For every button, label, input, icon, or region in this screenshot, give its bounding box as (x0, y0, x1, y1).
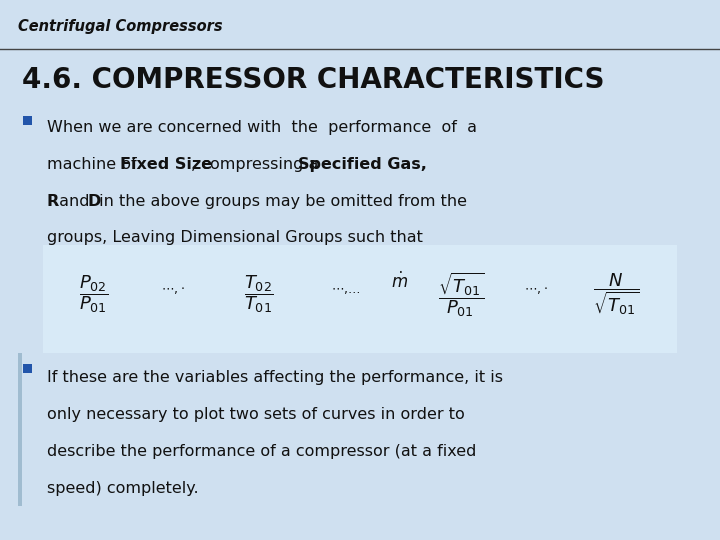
Text: $\dfrac{\sqrt{T_{01}}}{P_{01}}$: $\dfrac{\sqrt{T_{01}}}{P_{01}}$ (438, 270, 484, 319)
Text: $\dfrac{N}{\sqrt{T_{01}}}$: $\dfrac{N}{\sqrt{T_{01}}}$ (593, 272, 639, 317)
Text: $\cdots,\!\cdot$: $\cdots,\!\cdot$ (524, 283, 549, 296)
Text: groups, Leaving Dimensional Groups such that: groups, Leaving Dimensional Groups such … (47, 231, 423, 245)
Text: Specified Gas,: Specified Gas, (298, 157, 427, 172)
Text: If these are the variables affecting the performance, it is: If these are the variables affecting the… (47, 370, 503, 386)
Text: Centrifugal Compressors: Centrifugal Compressors (18, 19, 222, 34)
Text: D: D (87, 193, 101, 208)
Text: machine of: machine of (47, 157, 142, 172)
Bar (18, 353, 22, 505)
Text: , compressing a: , compressing a (191, 157, 323, 172)
Text: $\cdots,\!\ldots$: $\cdots,\!\ldots$ (330, 283, 361, 296)
Bar (23, 364, 32, 373)
Text: $\dot{m}$: $\dot{m}$ (391, 272, 408, 292)
Text: in the above groups may be omitted from the: in the above groups may be omitted from … (94, 193, 467, 208)
Text: and: and (54, 193, 94, 208)
Text: $\cdots,\!\cdot$: $\cdots,\!\cdot$ (161, 283, 185, 296)
Text: When we are concerned with  the  performance  of  a: When we are concerned with the performan… (47, 120, 477, 135)
Text: R: R (47, 193, 59, 208)
Text: $\dfrac{P_{02}}{P_{01}}$: $\dfrac{P_{02}}{P_{01}}$ (79, 273, 108, 315)
Text: speed) completely.: speed) completely. (47, 481, 199, 496)
Text: describe the performance of a compressor (at a fixed: describe the performance of a compressor… (47, 444, 476, 459)
FancyBboxPatch shape (43, 245, 677, 353)
Bar (23, 116, 32, 125)
Text: $\dfrac{T_{02}}{T_{01}}$: $\dfrac{T_{02}}{T_{01}}$ (244, 273, 274, 315)
Text: only necessary to plot two sets of curves in order to: only necessary to plot two sets of curve… (47, 407, 464, 422)
Text: Fixed Size: Fixed Size (120, 157, 212, 172)
Text: 4.6. COMPRESSOR CHARACTERISTICS: 4.6. COMPRESSOR CHARACTERISTICS (22, 66, 604, 94)
